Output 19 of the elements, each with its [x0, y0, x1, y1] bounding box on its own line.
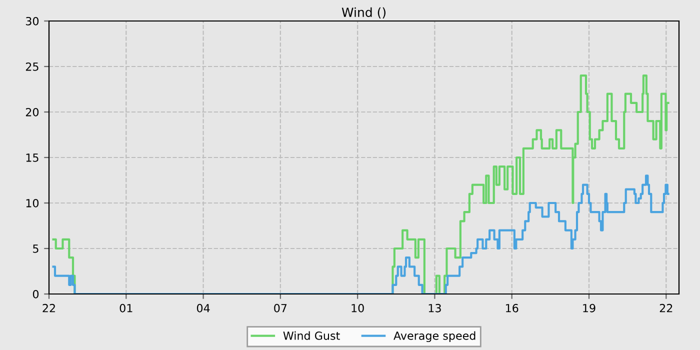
y-tick-label: 0 — [32, 290, 39, 298]
chart-title: Wind () — [342, 7, 386, 18]
x-tick-label: 19 — [583, 304, 596, 312]
x-tick-label: 13 — [428, 304, 441, 312]
x-tick-label: 04 — [196, 304, 210, 312]
x-tick-label: 07 — [274, 304, 287, 312]
y-tick-label: 20 — [26, 108, 39, 116]
x-tick-label: 10 — [352, 304, 364, 312]
legend-label: Average speed — [394, 331, 476, 342]
x-tick-label: 16 — [506, 304, 518, 312]
y-tick-label: 25 — [26, 62, 38, 71]
y-tick-label: 10 — [26, 198, 39, 208]
x-tick-label: 22 — [660, 304, 672, 312]
x-tick-label: 22 — [42, 304, 55, 312]
y-tick-label: 15 — [26, 154, 38, 162]
y-tick-label: 30 — [26, 16, 39, 26]
y-tick-label: 5 — [33, 244, 38, 253]
legend-label: Wind Gust — [283, 331, 340, 340]
x-tick-label: 01 — [120, 304, 132, 312]
